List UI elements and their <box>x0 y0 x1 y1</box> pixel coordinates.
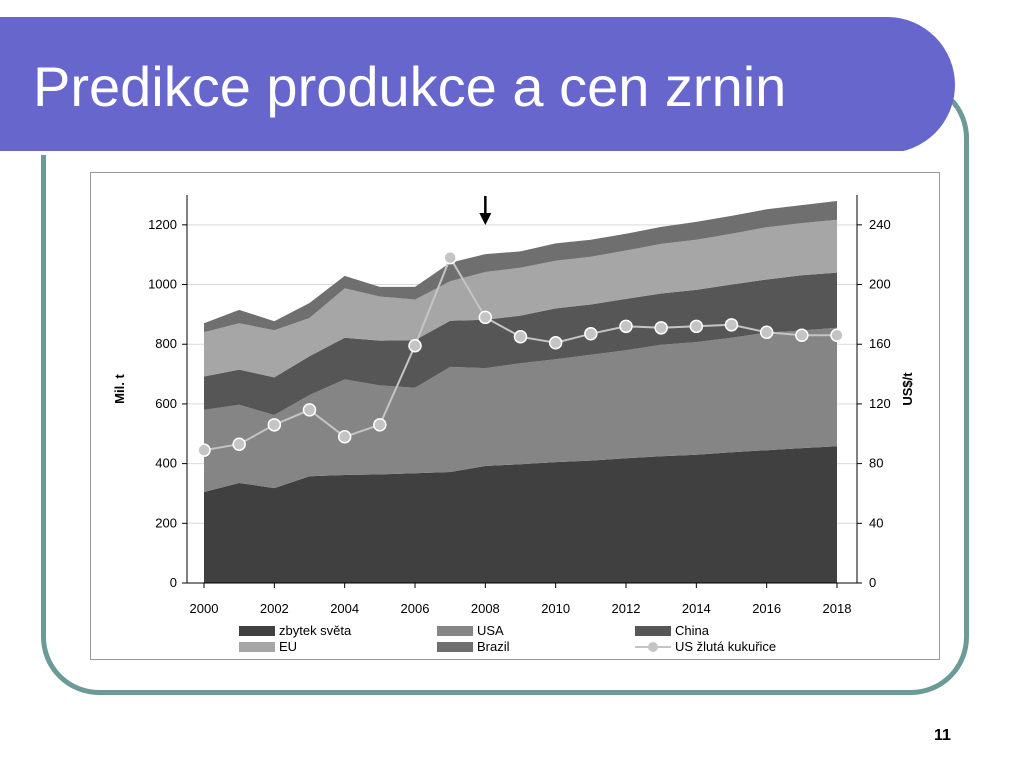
price-point <box>830 328 844 343</box>
price-point <box>584 327 598 341</box>
legend-marker-swatch <box>648 642 658 652</box>
price-point <box>548 335 563 350</box>
area-series <box>204 201 837 333</box>
legend-swatch <box>239 626 275 636</box>
area-series <box>204 327 837 492</box>
price-point <box>443 250 457 265</box>
title-banner: Predikce produkce a cen zrnin <box>0 17 955 155</box>
y-tick-label-left: 1200 <box>148 217 177 232</box>
price-point <box>302 403 317 417</box>
x-tick-label: 2014 <box>682 601 711 616</box>
chart-svg: 0 200 400 600 800 1000 1200 0 40 80 120 160 200 240 20… <box>112 195 915 654</box>
y-tick-label-left: 400 <box>155 456 177 471</box>
x-tick-label: 2016 <box>752 601 781 616</box>
x-tick-label: 2010 <box>541 601 570 616</box>
price-point <box>373 418 387 432</box>
price-point <box>724 318 739 332</box>
price-point <box>408 338 422 353</box>
y-tick-label-left: 1000 <box>148 277 177 292</box>
area-series <box>204 446 837 583</box>
price-point <box>337 430 352 444</box>
x-tick-label: 2006 <box>401 601 430 616</box>
y-tick-label-right: 80 <box>869 456 883 471</box>
y-tick-label-left: 0 <box>170 575 177 590</box>
x-tick-label: 2018 <box>823 601 852 616</box>
legend-swatch <box>635 626 671 636</box>
y-tick-label-left: 600 <box>155 396 177 411</box>
y-axis-label-right: US$/t <box>900 372 915 406</box>
legend-label: Brazil <box>477 639 510 654</box>
legend-label: zbytek světa <box>279 623 352 638</box>
price-point <box>654 321 668 335</box>
legend-label: EU <box>279 639 297 654</box>
price-point <box>197 443 211 457</box>
y-tick-label-right: 120 <box>869 396 891 411</box>
y-tick-label-right: 160 <box>869 336 891 351</box>
legend-label: USA <box>477 623 504 638</box>
y-tick-label-right: 240 <box>869 217 891 232</box>
legend-label: China <box>675 623 710 638</box>
y-tick-label-right: 40 <box>869 515 883 530</box>
y-tick-label-right: 200 <box>869 277 891 292</box>
area-series <box>204 219 837 378</box>
x-tick-label: 2004 <box>330 601 359 616</box>
x-tick-label: 2008 <box>471 601 500 616</box>
x-tick-label: 2002 <box>260 601 289 616</box>
page-number: 11 <box>934 727 951 744</box>
chart-box: 0 200 400 600 800 1000 1200 0 40 80 120 160 200 240 20… <box>90 172 940 660</box>
title-rule <box>0 151 905 155</box>
slide-title: Predikce produkce a cen zrnin <box>33 55 787 118</box>
price-point <box>619 319 633 334</box>
price-point <box>267 418 282 432</box>
y-tick-label-left: 200 <box>155 515 177 530</box>
x-tick-label: 2000 <box>190 601 219 616</box>
price-point <box>513 330 528 344</box>
price-point <box>232 437 246 451</box>
area-series <box>204 272 837 415</box>
y-tick-label-left: 800 <box>155 336 177 351</box>
legend-label: US žlutá kukuřice <box>675 639 776 654</box>
y-axis-label-left: Mil. t <box>112 374 127 404</box>
legend-swatch <box>437 626 473 636</box>
x-tick-label: 2012 <box>612 601 641 616</box>
annotation-arrow-head <box>479 213 492 225</box>
price-point <box>759 325 774 340</box>
legend-swatch <box>239 642 275 652</box>
price-point <box>478 310 493 325</box>
price-point <box>689 319 704 334</box>
price-point <box>795 328 809 343</box>
y-tick-label-right: 0 <box>869 575 876 590</box>
legend-swatch <box>437 642 473 652</box>
